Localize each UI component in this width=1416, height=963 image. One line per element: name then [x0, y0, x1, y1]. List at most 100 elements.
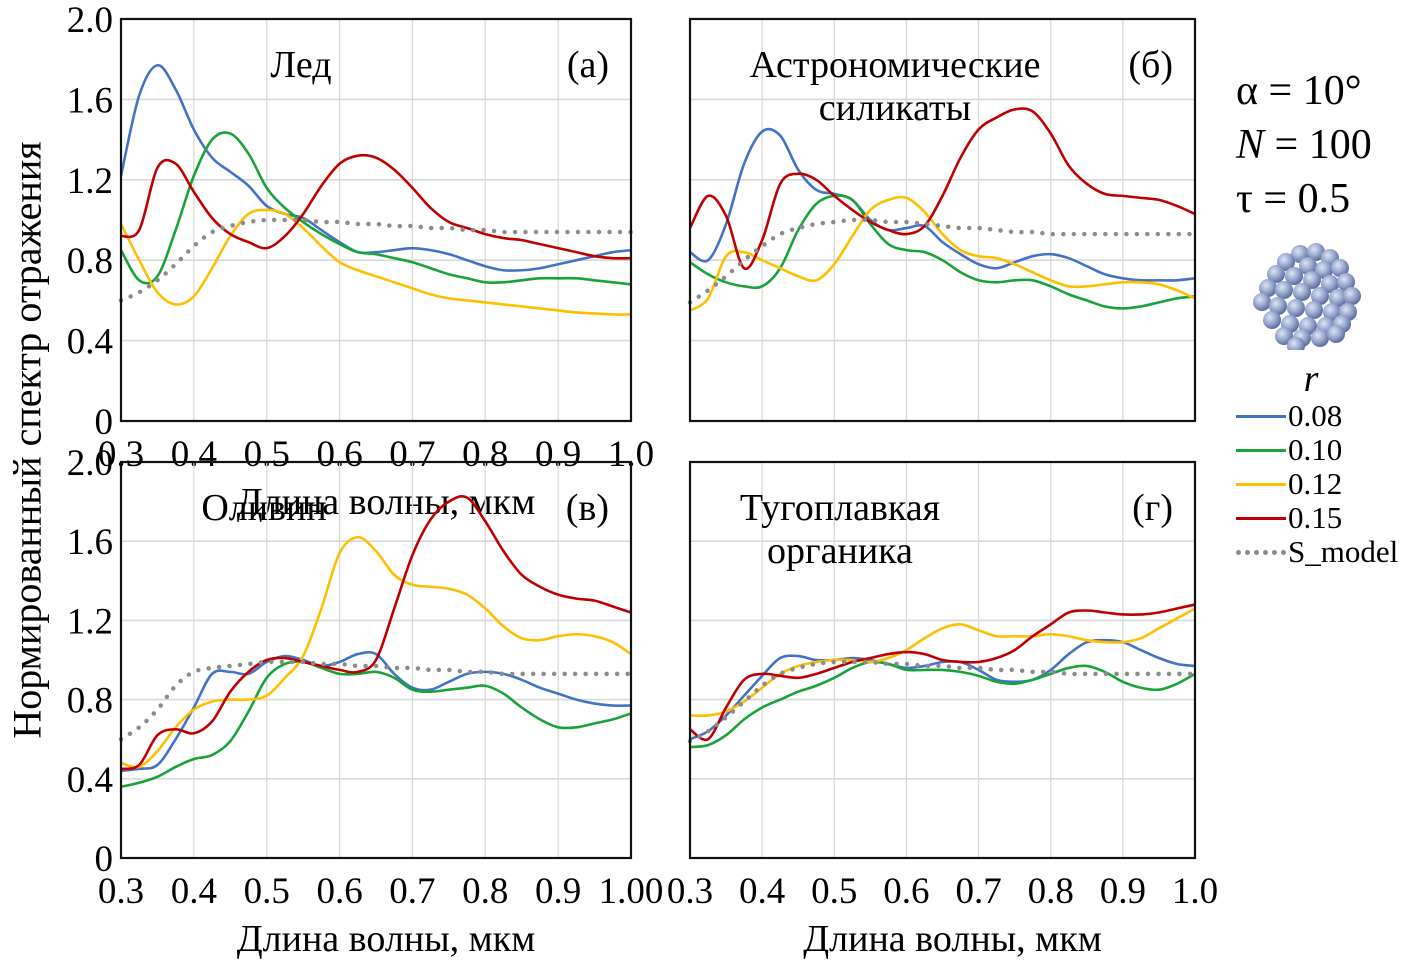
panel-g: 0.3 0.4 0.5 0.6 0.7 0.8 0.9 1.0 Длина волны, мкм… [667, 460, 1218, 960]
sphere-icon [1267, 265, 1285, 283]
y-tick-label: 0.8 [67, 681, 113, 722]
x-tick-label: 0.3 [98, 871, 144, 912]
plot-frame [688, 460, 1197, 860]
x-axis-label: Длина волны, мкм [803, 918, 1102, 960]
param-n-value: = 100 [1264, 122, 1372, 168]
legend-item: 0.10 [1236, 432, 1416, 467]
legend-panel: α = 10° N = 100 τ = 0.5 r 0.08 0.10 0.12 0.… [1236, 64, 1416, 569]
series-line-0-10 [120, 660, 632, 788]
legend-item: S_model [1236, 534, 1416, 569]
sphere-icon [1337, 273, 1355, 291]
x-axis-label: Длина волны, мкм [237, 918, 536, 960]
x-tick-label: 0.9 [1100, 871, 1146, 912]
legend-swatch-line [1236, 414, 1286, 418]
panel-a: 00.40.81.21.62.00.3 0.4 0.5 0.6 0.7 0.8 0.9 1.0… [67, 0, 654, 523]
legend-swatch-line [1236, 482, 1286, 486]
plot-frame [688, 17, 1197, 423]
panel-title: Астрономические [750, 44, 1041, 86]
panel-title: Оливин [201, 487, 326, 529]
panel-label: (в) [566, 487, 609, 529]
panel-label: (a) [567, 44, 609, 86]
series-line-s-model [687, 217, 1198, 305]
x-tick-label: 0.4 [739, 871, 785, 912]
y-tick-label: 0.8 [67, 241, 113, 282]
sphere-icon [1329, 289, 1347, 307]
sphere-icon [1327, 325, 1345, 343]
x-tick-label: 1.00 [599, 871, 664, 912]
sphere-icon [1287, 299, 1305, 317]
sphere-icon [1311, 287, 1329, 305]
sphere-icon [1259, 279, 1277, 297]
series-line-0-08 [120, 650, 632, 773]
series-line-0-15 [120, 495, 632, 771]
legend-swatch-line [1236, 516, 1286, 520]
sphere-icon [1253, 293, 1271, 311]
sphere-cluster-icon [1253, 243, 1361, 355]
param-n: N = 100 [1236, 118, 1416, 172]
x-tick-label: 0.6 [316, 871, 362, 912]
sphere-icon [1263, 311, 1281, 329]
sphere-icon [1343, 287, 1361, 305]
panel-title: органика [767, 530, 913, 572]
sphere-icon [1277, 253, 1295, 271]
legend-label: 0.10 [1288, 432, 1343, 467]
sphere-icon [1285, 267, 1303, 285]
x-tick-label: 0.5 [244, 871, 290, 912]
legend-item: 0.15 [1236, 500, 1416, 535]
param-alpha: α = 10° [1236, 68, 1362, 114]
legend-item: 0.08 [1236, 398, 1416, 433]
y-tick-label: 2.0 [67, 0, 113, 41]
param-tau: τ = 0.5 [1236, 176, 1351, 222]
legend-title: r [1303, 358, 1319, 400]
sphere-icon [1315, 261, 1333, 279]
y-tick-label: 0.4 [67, 322, 113, 363]
x-tick-label: 0.8 [462, 871, 508, 912]
y-tick-label: 1.2 [67, 161, 113, 202]
sphere-icon [1311, 329, 1329, 347]
sphere-icon [1321, 275, 1339, 293]
x-tick-label: 0.7 [389, 871, 435, 912]
param-n-symbol: N [1236, 122, 1265, 168]
panel-title: Лед [270, 44, 331, 86]
series-line-0-15 [688, 107, 1196, 271]
panel-title: силикаты [819, 87, 971, 129]
sphere-icon [1275, 327, 1293, 345]
series-line-0-12 [120, 535, 632, 769]
panel-label: (б) [1128, 44, 1173, 86]
series-line-0-12 [689, 195, 1196, 312]
legend-label: S_model [1288, 534, 1399, 569]
x-tick-label: 1.0 [1172, 871, 1218, 912]
sphere-icon [1305, 301, 1323, 319]
series-line-0-10 [689, 660, 1196, 749]
y-tick-label: 2.0 [67, 443, 113, 484]
panel-label: (г) [1132, 487, 1173, 529]
y-axis-label-container: Нормированный спектр отражения [2, 20, 52, 860]
series-line-0-08 [689, 127, 1196, 282]
x-tick-label: 0.4 [171, 871, 217, 912]
x-tick-label: 0.5 [811, 871, 857, 912]
panel-v: 0 0.4 0.8 1.2 1.6 2.0 0.3 0.4 0.5 0.6 0.7 0.8 0.9 1.0… [67, 443, 664, 960]
y-tick-label: 1.6 [67, 80, 113, 121]
legend-label: 0.12 [1288, 466, 1343, 501]
sphere-icon [1299, 257, 1317, 275]
sphere-icon [1275, 281, 1293, 299]
sphere-icon [1303, 271, 1321, 289]
legend-swatch-line [1236, 448, 1286, 452]
sphere-icon [1269, 297, 1287, 315]
series-line-0-12 [119, 208, 632, 316]
y-tick-label: 1.2 [67, 601, 113, 642]
legend-item: 0.12 [1236, 466, 1416, 501]
plot-frame [119, 17, 633, 423]
plot-frame [119, 460, 633, 860]
legend-label: 0.15 [1288, 500, 1343, 535]
series-line-0-15 [120, 153, 632, 260]
panel-title: Тугоплавкая [740, 487, 940, 529]
series-line-s-model [118, 659, 634, 742]
legend-swatch-dotted [1236, 549, 1286, 555]
x-tick-label: 0.9 [535, 871, 581, 912]
y-tick-label: 1.6 [67, 522, 113, 563]
sphere-icon [1331, 259, 1349, 277]
x-tick-label: 0.6 [883, 871, 929, 912]
